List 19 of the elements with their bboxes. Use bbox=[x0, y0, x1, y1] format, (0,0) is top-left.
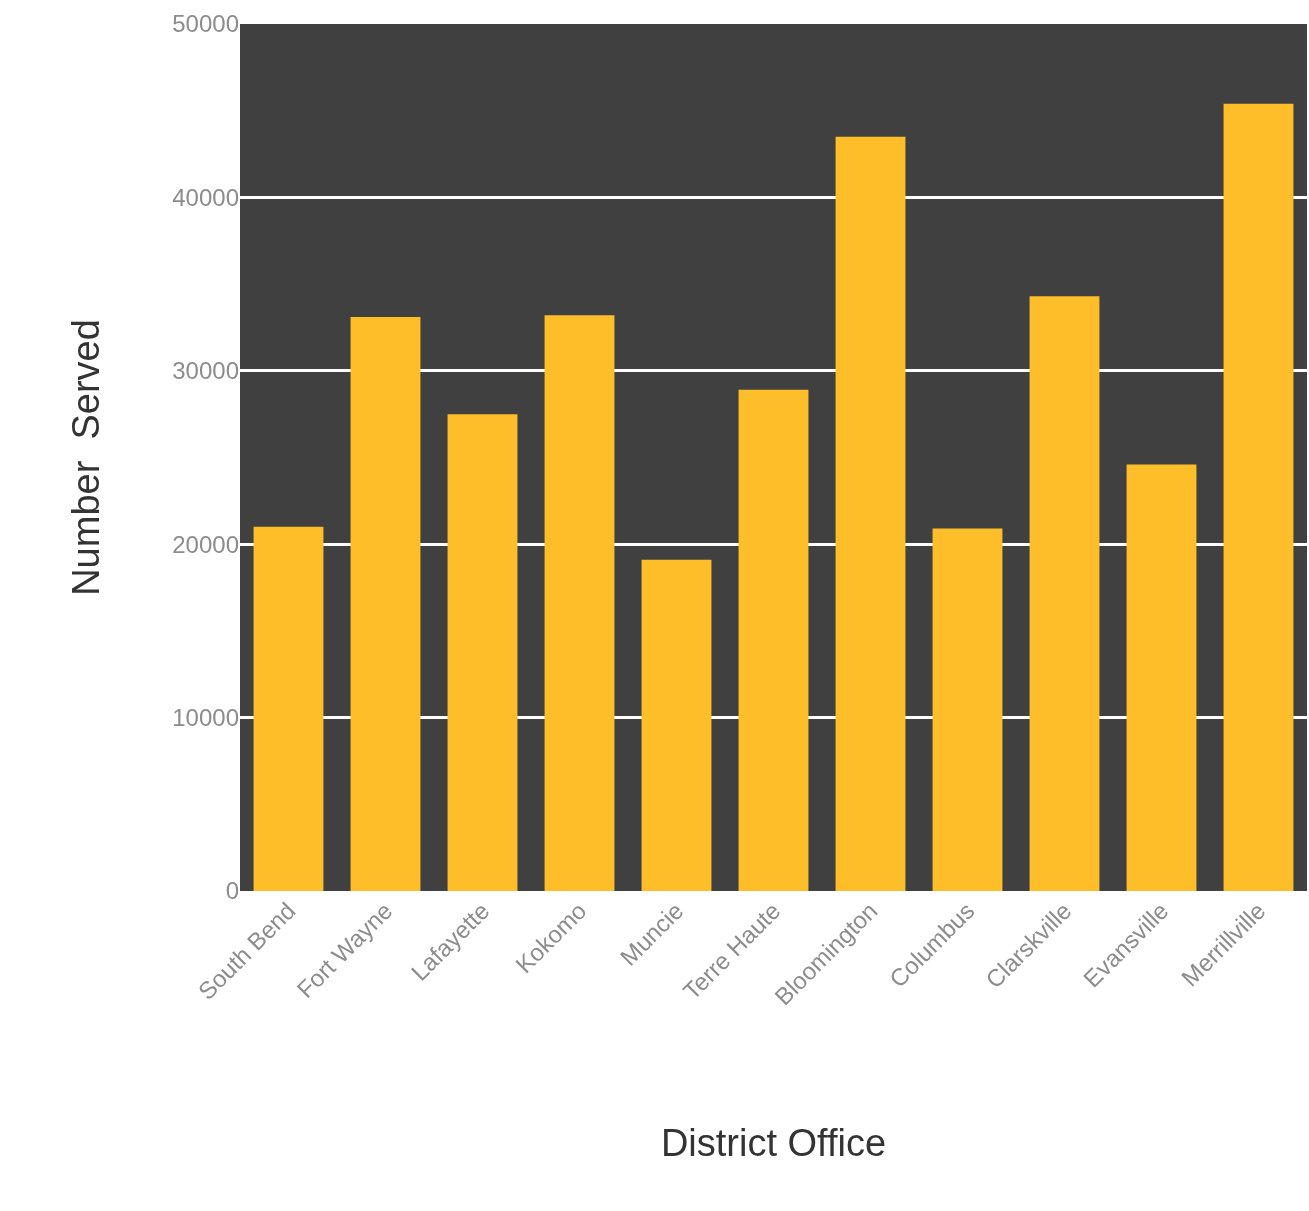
bar bbox=[544, 315, 615, 891]
y-axis-title: Number Served bbox=[65, 319, 108, 596]
bar bbox=[253, 526, 324, 891]
bar bbox=[641, 559, 712, 891]
bar bbox=[1223, 103, 1294, 891]
bar bbox=[447, 414, 518, 891]
bar bbox=[738, 389, 809, 891]
x-axis-title: District Office bbox=[660, 1122, 887, 1165]
bar bbox=[1126, 464, 1197, 891]
y-tick-label: 40000 bbox=[172, 183, 239, 211]
y-tick-label: 20000 bbox=[172, 530, 239, 558]
bar bbox=[835, 136, 906, 891]
y-tick-label: 10000 bbox=[172, 704, 239, 731]
y-tick-label: 0 bbox=[225, 877, 239, 905]
y-tick-label: 50000 bbox=[172, 10, 239, 38]
bar bbox=[350, 317, 421, 891]
bar bbox=[932, 528, 1003, 891]
y-tick-label: 30000 bbox=[172, 357, 239, 385]
bar bbox=[1029, 296, 1100, 891]
